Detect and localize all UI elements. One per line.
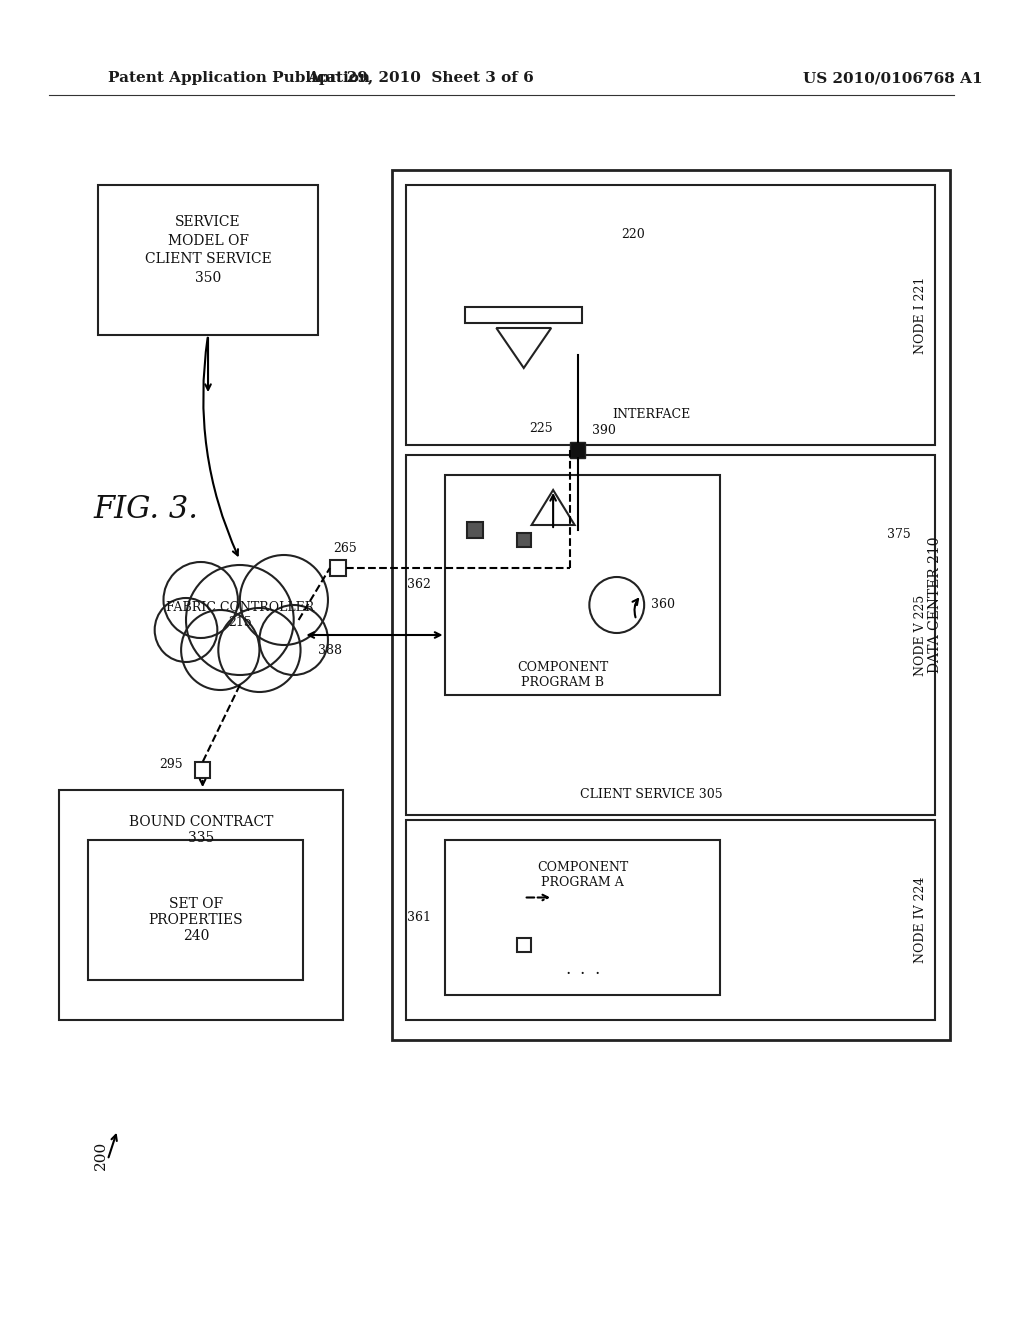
FancyBboxPatch shape	[58, 789, 343, 1020]
FancyBboxPatch shape	[407, 820, 935, 1020]
Text: 388: 388	[318, 644, 342, 656]
Polygon shape	[531, 490, 574, 525]
FancyBboxPatch shape	[391, 170, 949, 1040]
FancyBboxPatch shape	[98, 185, 318, 335]
Text: .: .	[565, 961, 570, 978]
Text: 225: 225	[529, 421, 553, 434]
FancyBboxPatch shape	[330, 560, 345, 576]
FancyBboxPatch shape	[407, 455, 935, 814]
FancyBboxPatch shape	[465, 308, 583, 323]
Text: 265: 265	[333, 541, 356, 554]
Text: Apr. 29, 2010  Sheet 3 of 6: Apr. 29, 2010 Sheet 3 of 6	[307, 71, 535, 84]
Text: 390: 390	[592, 424, 616, 437]
Text: FABRIC CONTROLLER
215: FABRIC CONTROLLER 215	[166, 601, 314, 630]
Text: INTERFACE: INTERFACE	[612, 408, 690, 421]
Text: .: .	[580, 961, 585, 978]
Text: SERVICE
MODEL OF
CLIENT SERVICE
350: SERVICE MODEL OF CLIENT SERVICE 350	[144, 215, 271, 285]
Text: FIG. 3.: FIG. 3.	[93, 495, 198, 525]
Text: COMPONENT
PROGRAM A: COMPONENT PROGRAM A	[537, 861, 628, 888]
Text: 362: 362	[407, 578, 431, 591]
Text: 361: 361	[407, 911, 431, 924]
FancyBboxPatch shape	[195, 762, 211, 777]
Text: NODE I 221: NODE I 221	[913, 276, 927, 354]
Text: Patent Application Publication: Patent Application Publication	[108, 71, 370, 84]
Text: NODE V 225: NODE V 225	[913, 594, 927, 676]
Text: COMPONENT
PROGRAM B: COMPONENT PROGRAM B	[517, 661, 608, 689]
Text: .: .	[595, 961, 600, 978]
FancyBboxPatch shape	[569, 442, 586, 458]
Text: 360: 360	[651, 598, 675, 611]
Text: US 2010/0106768 A1: US 2010/0106768 A1	[803, 71, 982, 84]
Text: 220: 220	[622, 228, 645, 242]
Text: BOUND CONTRACT
335: BOUND CONTRACT 335	[128, 814, 272, 845]
FancyBboxPatch shape	[445, 475, 720, 696]
Text: SET OF
PROPERTIES
240: SET OF PROPERTIES 240	[148, 896, 243, 944]
FancyBboxPatch shape	[88, 840, 303, 979]
FancyBboxPatch shape	[407, 185, 935, 445]
Polygon shape	[497, 327, 551, 368]
FancyBboxPatch shape	[467, 521, 482, 539]
Text: 295: 295	[160, 759, 183, 771]
Text: CLIENT SERVICE 305: CLIENT SERVICE 305	[580, 788, 722, 801]
Text: 375: 375	[887, 528, 910, 541]
Text: DATA CENTER 210: DATA CENTER 210	[928, 537, 942, 673]
Text: 200: 200	[94, 1140, 108, 1170]
FancyBboxPatch shape	[517, 939, 530, 952]
FancyBboxPatch shape	[517, 533, 530, 546]
Text: NODE IV 224: NODE IV 224	[913, 876, 927, 964]
FancyBboxPatch shape	[445, 840, 720, 995]
